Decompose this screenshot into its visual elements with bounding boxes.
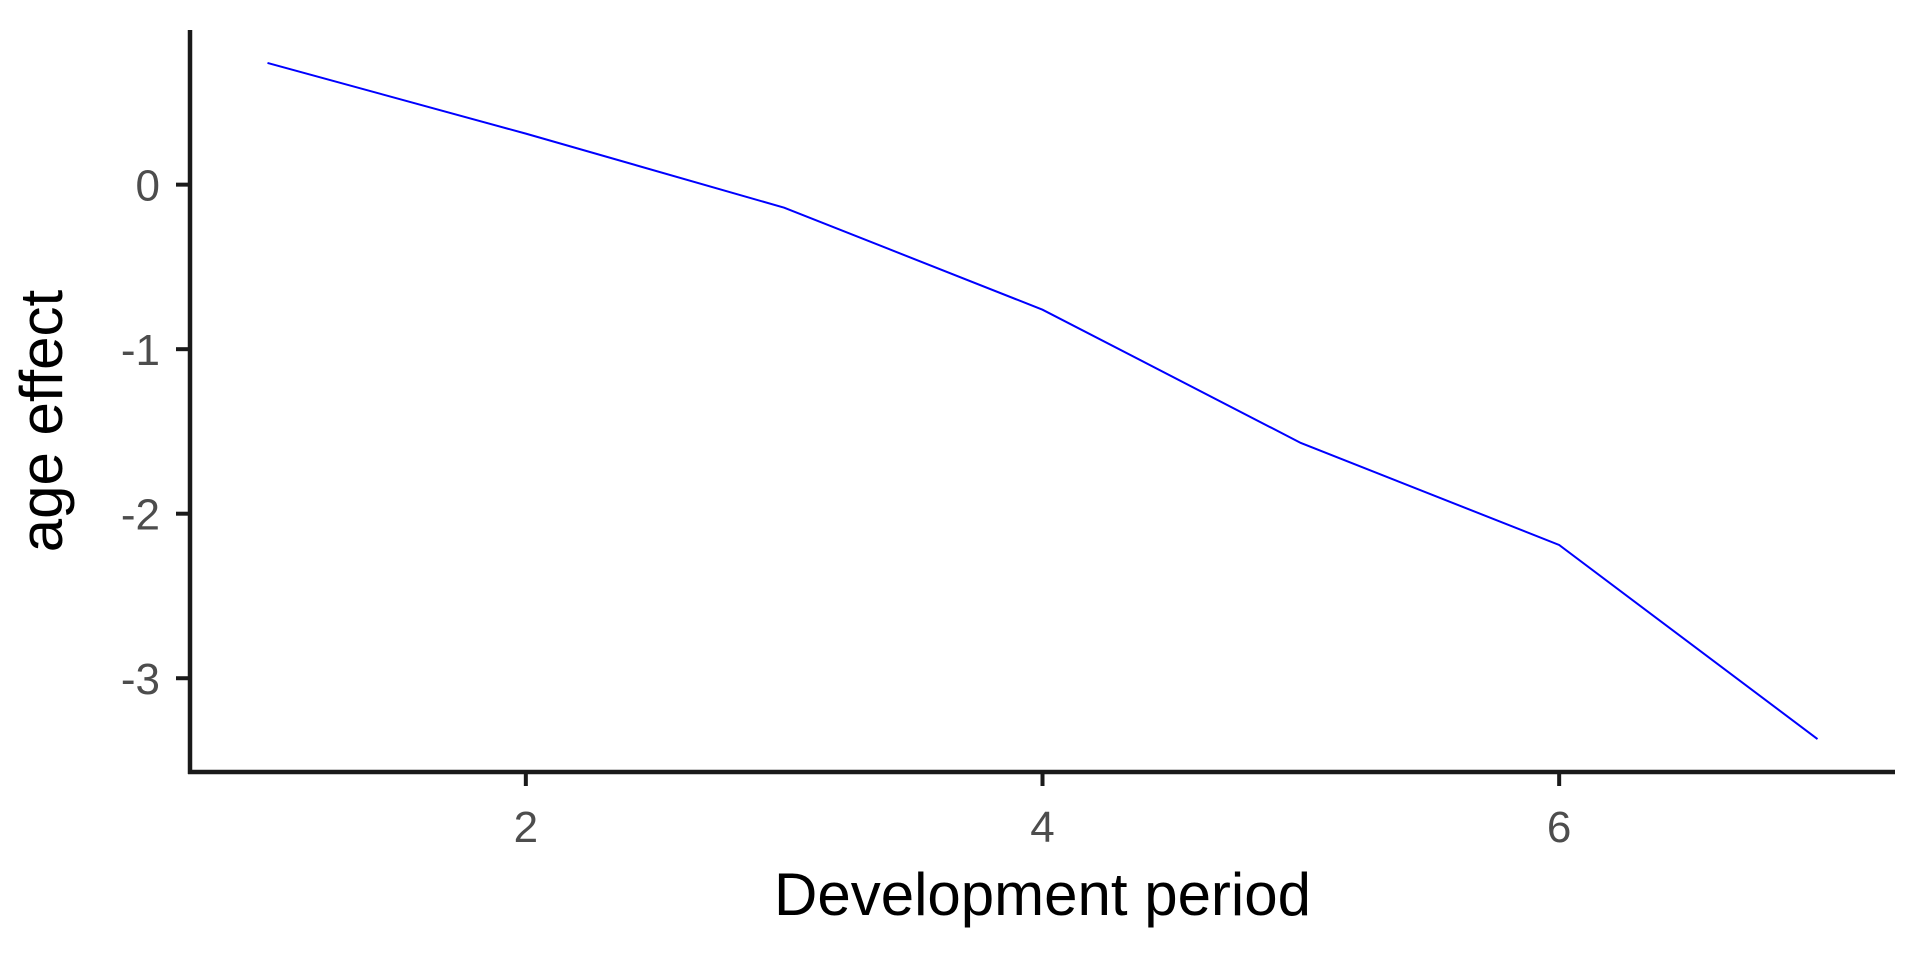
x-tick-label: 4 [1030,803,1054,852]
x-tick-label: 2 [514,803,538,852]
y-axis-ticks: 0 -1 -2 -3 [121,162,190,704]
series-line-0 [267,61,1819,740]
y-tick-label: -3 [121,655,160,704]
x-axis-title: Development period [774,861,1311,928]
y-tick-label: -1 [121,326,160,375]
x-axis-ticks: 2 4 6 [514,772,1571,852]
series-layer [267,61,1819,740]
y-tick-label: 0 [136,162,160,211]
x-tick-label: 6 [1547,803,1571,852]
y-axis-title: age effect [8,289,75,552]
y-tick-label: -2 [121,491,160,540]
